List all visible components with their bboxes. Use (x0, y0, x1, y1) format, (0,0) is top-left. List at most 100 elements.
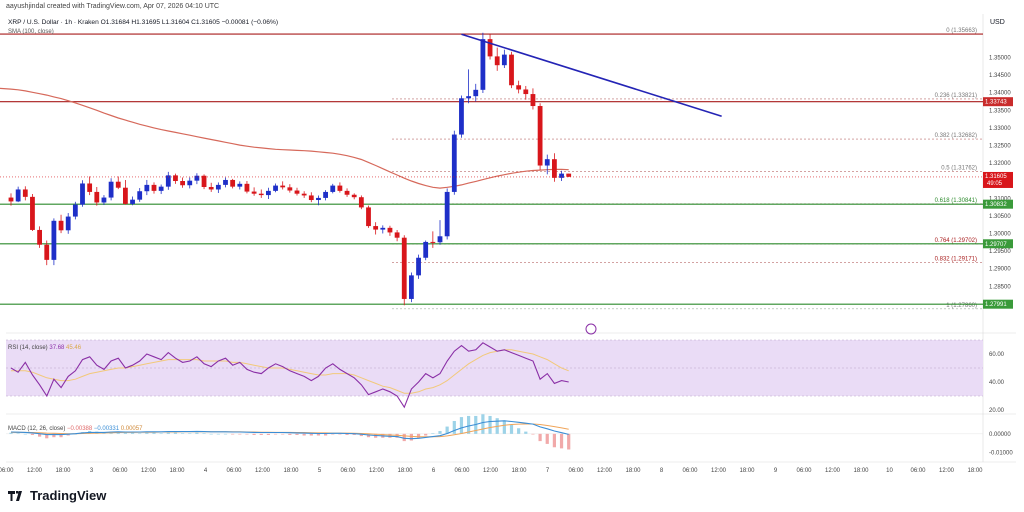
macd-histogram-bar (316, 433, 321, 436)
price-level-tag-text: 1.30832 (985, 202, 1007, 208)
candle-body (287, 187, 293, 191)
author-line: aayushjindal created with TradingView.co… (6, 3, 220, 10)
macd-legend: MACD (12, 26, close) −0.00388 −0.00331 0… (8, 426, 143, 432)
candle-body (323, 191, 328, 198)
candle-body (137, 191, 143, 200)
macd-histogram-bar (38, 433, 42, 437)
candle-body (301, 193, 307, 196)
tradingview-logo[interactable]: TradingView (8, 488, 106, 503)
currency-label: USD (990, 19, 1005, 26)
macd-histogram-bar (445, 426, 449, 434)
rsi-signal-value: 45.46 (66, 345, 82, 351)
sma-legend: SMA (100, close) (8, 29, 54, 35)
candle-body (509, 54, 514, 86)
macd-histogram-bar (409, 433, 413, 441)
candle-body (130, 199, 135, 204)
macd-histogram-bar (223, 433, 228, 435)
candle-body (423, 241, 429, 258)
macd-histogram-bar (152, 432, 156, 434)
macd-histogram-bar (23, 433, 27, 435)
time-tick-label: 06:00 (340, 468, 356, 474)
replay-icon (585, 323, 597, 335)
macd-histogram-bar (252, 433, 256, 435)
candle-body (30, 196, 35, 230)
price-level-tag-text: 1.29707 (985, 242, 1007, 248)
candle-body (308, 195, 314, 201)
candle-body (208, 186, 214, 190)
macd-histogram-bar (352, 433, 356, 435)
candle-body (65, 216, 71, 231)
macd-histogram-bar (159, 433, 163, 434)
macd-histogram-bar (145, 432, 149, 434)
macd-histogram-bar (188, 433, 192, 434)
candle-body (44, 244, 50, 260)
rsi-legend: RSI (14, close) 37.68 45.46 (8, 345, 82, 351)
candle-body (401, 237, 407, 299)
time-tick-label: 18:00 (739, 468, 755, 474)
candle-body (337, 185, 343, 191)
time-tick-label: 3 (90, 468, 94, 474)
macd-histogram-bar (438, 431, 442, 434)
macd-histogram-bar (416, 433, 421, 439)
macd-histogram-bar (431, 433, 435, 434)
macd-histogram-bar (245, 433, 249, 435)
macd-value: −0.00331 (94, 426, 121, 432)
candle-body (523, 89, 529, 95)
macd-histogram-bar (52, 433, 56, 438)
candle-body (87, 183, 93, 192)
candle-body (537, 106, 543, 166)
price-level-tag-text: 1.27991 (985, 302, 1007, 308)
candle-body (437, 236, 443, 243)
candle-body (294, 190, 300, 194)
candle-body (251, 191, 257, 194)
macd-histogram-bar (9, 432, 13, 434)
bar-countdown: 49:05 (987, 181, 1003, 187)
macd-histogram-bar (59, 433, 63, 438)
macd-histogram-bar (288, 433, 292, 435)
price-level-tag-text: 1.33743 (985, 100, 1007, 106)
macd-histogram-bar (309, 433, 313, 436)
price-tick-label: 1.34000 (989, 91, 1011, 97)
candle-body (8, 197, 14, 202)
macd-histogram-bar (30, 433, 35, 435)
candle-body (544, 159, 550, 166)
price-tick-label: 1.31000 (989, 196, 1011, 202)
rsi-value: 37.68 (49, 345, 66, 351)
macd-histogram-bar (531, 433, 535, 435)
candle-body (230, 179, 236, 187)
macd-histogram-bar (123, 432, 127, 434)
time-tick-label: 06:00 (226, 468, 242, 474)
time-tick-label: 9 (774, 468, 778, 474)
candle-body (416, 257, 421, 276)
macd-signal-value: 0.00057 (121, 426, 143, 432)
candle-body (94, 191, 100, 203)
candle-body (566, 173, 572, 177)
rsi-tick-label: 40.00 (989, 380, 1005, 386)
macd-histogram-bar (517, 428, 521, 434)
sma-line-lead (0, 87, 12, 90)
candle-body (51, 220, 57, 260)
candle-body (244, 183, 250, 192)
macd-histogram-bar (302, 433, 306, 436)
macd-histogram-bar (130, 432, 135, 434)
price-tick-label: 1.33500 (989, 108, 1011, 114)
macd-histogram-bar (538, 433, 542, 442)
macd-histogram-bar (509, 424, 514, 434)
fib-level-label: 1 (1.27860) (946, 303, 977, 309)
macd-histogram-bar (16, 433, 20, 434)
candle-body (273, 185, 278, 191)
fib-level-label: 0.236 (1.33821) (935, 93, 977, 99)
macd-histogram-bar (166, 432, 170, 434)
rsi-line (10, 342, 569, 409)
macd-histogram-bar (559, 433, 564, 449)
macd-histogram-bar (273, 433, 278, 435)
price-level-tag (983, 239, 1013, 249)
fib-level-label: 0.382 (1.32682) (935, 133, 977, 139)
candle-body (451, 134, 457, 192)
macd-histogram-bar (402, 433, 406, 442)
time-tick-label: 06:00 (796, 468, 812, 474)
candle-body (165, 175, 171, 187)
candle-body (473, 89, 479, 97)
candle-body (387, 227, 393, 233)
